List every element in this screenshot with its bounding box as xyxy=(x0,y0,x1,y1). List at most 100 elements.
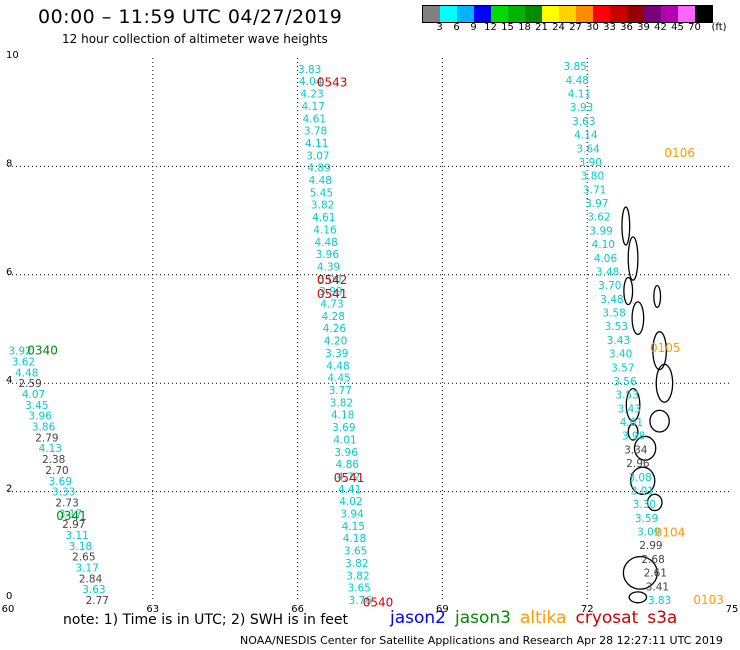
x-tick-label: 75 xyxy=(726,604,739,615)
y-tick-label: 8 xyxy=(6,158,12,169)
swh-value-label: 3.96 xyxy=(316,249,340,261)
swh-value-label: 3.43 xyxy=(618,403,641,415)
legend-swatch xyxy=(644,6,661,22)
swh-value-label: 3.93 xyxy=(570,102,593,114)
swh-value-label: 3.34 xyxy=(624,444,648,456)
swh-value-label: 4.28 xyxy=(322,311,345,323)
swh-value-label: 3.08 xyxy=(628,472,651,484)
legend-tick-label: 24 xyxy=(552,22,565,33)
island-outline xyxy=(621,206,631,246)
map-title: 00:00 – 11:59 UTC 04/27/2019 xyxy=(38,6,343,28)
swh-value-label: 3.53 xyxy=(615,390,638,402)
swh-value-label: 2.65 xyxy=(72,552,95,564)
swh-value-label: 3.98 xyxy=(622,431,645,443)
swh-value-label: 4.41 xyxy=(338,484,361,496)
legend-swatch xyxy=(576,6,593,22)
swh-value-label: 4.16 xyxy=(313,224,337,236)
swh-value-label: 4.48 xyxy=(326,360,349,372)
swh-value-label: 2.99 xyxy=(639,540,662,552)
swh-value-label: 3.18 xyxy=(69,541,92,553)
swh-value-label: 5.00 xyxy=(318,274,341,286)
swh-value-label: 3.82 xyxy=(346,570,369,582)
swh-value-label: 3.80 xyxy=(581,171,604,183)
swh-value-label: 3.59 xyxy=(635,513,658,525)
legend-swatch xyxy=(542,6,559,22)
swh-value-label: 3.99 xyxy=(319,286,342,298)
satellite-altika: altika xyxy=(520,608,567,628)
swh-value-label: 3.65 xyxy=(344,546,367,558)
swh-value-label: 4.20 xyxy=(324,336,347,348)
island-outline xyxy=(627,236,639,281)
island-outline xyxy=(633,435,657,461)
swh-value-label: 3.78 xyxy=(304,126,327,138)
swh-value-label: 3.82 xyxy=(345,558,368,570)
island-outline xyxy=(628,591,648,604)
legend-swatch xyxy=(491,6,508,22)
legend-tick-label: 9 xyxy=(470,22,477,33)
swh-value-label: 2.97 xyxy=(62,519,85,531)
swh-value-label: 3.33 xyxy=(52,487,75,499)
swh-value-label: 3.63 xyxy=(82,584,105,596)
legend-tick-label: (ft) xyxy=(711,22,727,33)
swh-value-label: 4.02 xyxy=(339,496,362,508)
legend-tick-label: 6 xyxy=(453,22,460,33)
swh-value-label: 5.45 xyxy=(310,187,333,199)
pass-time-label: 0541 xyxy=(334,471,365,485)
swh-value-label: 3.48 xyxy=(600,294,623,306)
swh-value-label: 2.73 xyxy=(55,497,78,509)
swh-value-label: 3.65 xyxy=(347,583,370,595)
island-outline xyxy=(629,466,656,495)
swh-value-label: 4.06 xyxy=(594,253,618,265)
swh-value-label: 3.69 xyxy=(332,422,355,434)
swh-value-label: 3.48 xyxy=(596,266,619,278)
legend-tick-label: 70 xyxy=(688,22,701,33)
legend-swatch xyxy=(423,6,440,22)
swh-value-label: 2.59 xyxy=(18,378,41,390)
swh-value-label: 3.82 xyxy=(330,397,353,409)
legend-tick-label: 33 xyxy=(603,22,616,33)
legend-tick-label: 12 xyxy=(484,22,497,33)
swh-value-label: 3.41 xyxy=(646,581,669,593)
swh-value-label: 3.17 xyxy=(59,508,82,520)
legend-tick-label: 45 xyxy=(671,22,684,33)
legend-swatch xyxy=(627,6,644,22)
swh-value-label: 4.48 xyxy=(566,75,589,87)
island-outline xyxy=(631,301,645,336)
island-outline xyxy=(627,423,639,441)
swh-value-label: 3.96 xyxy=(335,447,359,459)
island-outline xyxy=(649,409,670,433)
swh-value-label: 3.69 xyxy=(49,476,72,488)
legend-swatch xyxy=(559,6,576,22)
swh-value-label: 2.96 xyxy=(626,458,650,470)
swh-value-label: 3.39 xyxy=(325,348,348,360)
swh-value-label: 3.82 xyxy=(311,200,334,212)
satellite-cryosat: cryosat xyxy=(575,608,639,628)
satellite-jason3: jason3 xyxy=(455,608,511,628)
pass-time-label: 0104 xyxy=(655,525,686,539)
legend-swatch xyxy=(610,6,627,22)
swh-value-label: 3.86 xyxy=(32,422,56,434)
swh-value-label: 3.43 xyxy=(607,335,630,347)
swh-value-label: 4.04 xyxy=(299,76,323,88)
legend-tick-label: 39 xyxy=(637,22,650,33)
x-tick-label: 69 xyxy=(436,604,449,615)
legend-tick-label: 3 xyxy=(436,22,443,33)
swh-value-label: 3.83 xyxy=(648,595,671,607)
swh-value-label: 3.40 xyxy=(609,349,632,361)
swh-value-label: 4.86 xyxy=(336,459,360,471)
island-outline xyxy=(652,331,668,371)
swh-value-label: 4.01 xyxy=(620,417,643,429)
swh-value-label: 4.15 xyxy=(342,521,365,533)
swh-value-label: 4.48 xyxy=(15,367,38,379)
y-tick-label: 2 xyxy=(6,484,12,495)
pass-time-label: 0106 xyxy=(664,146,695,160)
legend-swatch xyxy=(593,6,610,22)
pass-time-label: 0103 xyxy=(693,593,724,607)
swh-value-label: 4.11 xyxy=(568,89,591,101)
swh-value-label: 3.45 xyxy=(25,400,48,412)
swh-value-label: 4.11 xyxy=(305,138,328,150)
y-tick-label: 4 xyxy=(6,375,12,386)
legend-swatch xyxy=(678,6,695,22)
legend-tick-label: 18 xyxy=(518,22,531,33)
